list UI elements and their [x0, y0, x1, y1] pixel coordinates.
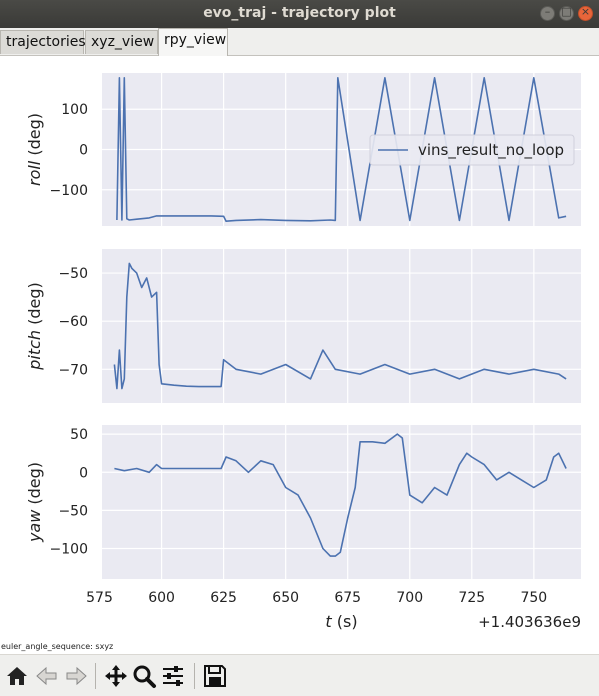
save-icon: [204, 665, 226, 687]
home-button[interactable]: [4, 663, 30, 689]
close-button[interactable]: ×: [578, 5, 593, 21]
series-line-yaw: [114, 433, 567, 557]
y-tick-label: −60: [58, 314, 88, 330]
back-icon: [36, 666, 57, 686]
x-tick-label: 625: [210, 590, 237, 606]
rpy-figure[interactable]: 100 0 −100 roll (deg) vins_result_no_loop −50…: [0, 56, 599, 636]
configure-subplots-button[interactable]: [160, 663, 186, 689]
series-line-pitch: [113, 262, 567, 390]
tab-trajectories[interactable]: trajectories: [0, 30, 86, 54]
legend-label: vins_result_no_loop: [418, 141, 564, 160]
y-tick-label: 100: [61, 102, 88, 118]
configure-subplots-icon: [163, 666, 183, 686]
tab-xyz-view[interactable]: xyz_view: [85, 30, 158, 54]
x-tick-label: 600: [148, 590, 175, 606]
close-icon: ×: [580, 5, 591, 18]
maximize-icon: □: [561, 5, 572, 18]
series-line-roll: [116, 76, 567, 222]
forward-icon: [66, 666, 87, 686]
x-tick-label: 650: [272, 590, 299, 606]
legend-box: [369, 134, 575, 166]
tab-bar: trajectories xyz_view rpy_view: [0, 28, 599, 56]
toolbar-separator: [194, 663, 195, 689]
y-axis-label: yaw (deg): [25, 462, 44, 543]
x-offset-text: +1.403636e9: [478, 613, 581, 631]
y-tick-label: −100: [50, 542, 88, 558]
home-icon: [7, 667, 27, 685]
minimize-button[interactable]: –: [540, 5, 555, 21]
zoom-icon: [133, 665, 156, 688]
pan-icon: [105, 665, 127, 687]
plot-canvas[interactable]: 100 0 −100 roll (deg) vins_result_no_loop −50…: [0, 56, 599, 636]
axes-background: [102, 425, 581, 579]
window-title: evo_traj - trajectory plot: [203, 5, 396, 21]
window-titlebar: evo_traj - trajectory plot – □ ×: [0, 0, 599, 28]
x-tick-label: 575: [86, 590, 113, 606]
y-tick-label: 50: [70, 427, 88, 443]
y-axis-label: pitch (deg): [25, 282, 44, 371]
zoom-button[interactable]: [131, 663, 157, 689]
status-text: euler_angle_sequence: sxyz: [1, 642, 114, 651]
pan-button[interactable]: [103, 663, 129, 689]
axes-background: [102, 249, 581, 403]
y-tick-label: −50: [58, 266, 88, 282]
toolbar-separator: [95, 663, 96, 689]
x-tick-label: 675: [334, 590, 361, 606]
maximize-button[interactable]: □: [559, 5, 574, 21]
x-tick-label: 750: [520, 590, 547, 606]
y-tick-label: −70: [58, 362, 88, 378]
tab-rpy-view[interactable]: rpy_view: [158, 28, 228, 56]
x-tick-label: 725: [458, 590, 485, 606]
y-tick-label: −50: [58, 503, 88, 519]
forward-button[interactable]: [63, 663, 89, 689]
y-axis-label: roll (deg): [25, 113, 44, 186]
y-tick-label: −100: [50, 183, 88, 199]
back-button[interactable]: [34, 663, 60, 689]
x-tick-label: 700: [396, 590, 423, 606]
x-axis-label: t (s): [325, 612, 357, 631]
navigation-toolbar: [0, 654, 599, 696]
save-button[interactable]: [202, 663, 228, 689]
y-tick-label: 0: [79, 465, 88, 481]
y-tick-label: 0: [79, 143, 88, 159]
minimize-icon: –: [544, 5, 551, 18]
